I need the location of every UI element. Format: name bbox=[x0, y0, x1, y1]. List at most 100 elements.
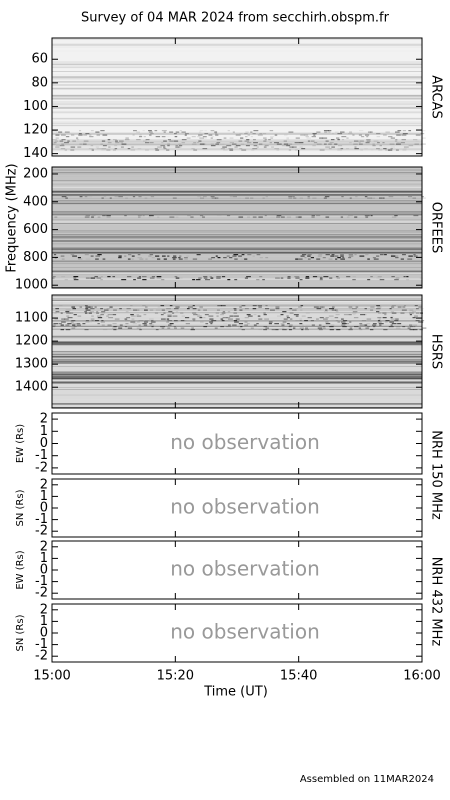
texture-dot bbox=[264, 318, 270, 320]
y-tick-label: 0 bbox=[40, 563, 48, 578]
texture-dot bbox=[342, 320, 348, 322]
texture-dot bbox=[256, 323, 259, 325]
texture-dot bbox=[180, 312, 184, 314]
texture-dot bbox=[395, 131, 400, 133]
texture-dot bbox=[178, 138, 181, 139]
texture-dot bbox=[163, 148, 167, 150]
texture-dot bbox=[156, 276, 162, 278]
texture-dot bbox=[247, 134, 251, 136]
y-tick-label: -1 bbox=[35, 448, 48, 463]
texture-dot bbox=[420, 130, 426, 132]
texture-dot bbox=[286, 137, 289, 139]
texture-dot bbox=[100, 314, 104, 316]
texture-dot bbox=[179, 255, 182, 257]
texture-dot bbox=[174, 327, 177, 329]
texture-dot bbox=[331, 319, 335, 320]
texture-dot bbox=[79, 143, 83, 145]
texture-dot bbox=[263, 329, 268, 331]
texture-dot bbox=[60, 255, 65, 257]
texture-dot bbox=[220, 144, 224, 145]
texture-dot bbox=[288, 326, 292, 328]
texture-dot bbox=[367, 279, 371, 281]
y-tick-label: 1 bbox=[40, 551, 48, 566]
texture-dot bbox=[390, 146, 396, 148]
texture-dot bbox=[61, 318, 66, 320]
y-tick-label: 200 bbox=[23, 166, 48, 181]
texture-dot bbox=[136, 139, 141, 141]
texture-dot bbox=[85, 133, 90, 135]
texture-dot bbox=[143, 324, 148, 326]
texture-dot bbox=[83, 140, 89, 142]
texture-dot bbox=[415, 308, 419, 310]
texture-dot bbox=[244, 324, 249, 326]
texture-dot bbox=[172, 257, 177, 259]
texture-dot bbox=[173, 320, 178, 322]
y-tick-label: 1 bbox=[40, 614, 48, 629]
texture-dot bbox=[390, 311, 395, 313]
texture-dot bbox=[65, 311, 70, 313]
texture-dot bbox=[90, 277, 96, 279]
texture-dot bbox=[282, 329, 287, 331]
texture-dot bbox=[300, 309, 303, 311]
texture-dot bbox=[163, 140, 167, 142]
texture-dot bbox=[91, 149, 94, 151]
texture-dot bbox=[331, 133, 335, 135]
texture-dot bbox=[114, 318, 120, 320]
texture-dot bbox=[85, 309, 91, 311]
texture-dot bbox=[172, 312, 175, 314]
texture-dot bbox=[301, 148, 306, 150]
texture-dot bbox=[89, 306, 93, 308]
texture-dot bbox=[77, 315, 82, 317]
texture-dot bbox=[190, 329, 195, 331]
texture-dot bbox=[101, 324, 105, 326]
texture-dot bbox=[216, 315, 219, 317]
texture-dot bbox=[156, 277, 162, 279]
texture-dot bbox=[143, 321, 148, 323]
texture-dot bbox=[352, 311, 358, 313]
texture-dot bbox=[373, 326, 376, 328]
texture-dot bbox=[319, 320, 323, 321]
texture-dot bbox=[316, 258, 321, 260]
texture-dot bbox=[292, 327, 296, 329]
y-tick-label: 140 bbox=[23, 146, 48, 161]
texture-dot bbox=[72, 308, 77, 310]
texture-dot bbox=[276, 149, 280, 151]
texture-dot bbox=[142, 276, 147, 278]
texture-dot bbox=[163, 146, 166, 148]
texture-dot bbox=[137, 215, 142, 217]
texture-dot bbox=[55, 279, 59, 280]
texture-dot bbox=[395, 327, 401, 329]
texture-dot bbox=[244, 308, 249, 310]
texture-dot bbox=[418, 321, 424, 323]
texture-dot bbox=[114, 148, 118, 150]
texture-dot bbox=[228, 148, 233, 150]
texture-dot bbox=[283, 134, 288, 136]
texture-dot bbox=[328, 130, 332, 132]
y-tick-label: 2 bbox=[40, 602, 48, 617]
texture-dot bbox=[346, 216, 350, 218]
texture-dot bbox=[166, 136, 169, 137]
texture-dot bbox=[131, 318, 135, 320]
texture-dot bbox=[107, 314, 113, 316]
texture-dot bbox=[409, 329, 415, 331]
texture-dot bbox=[396, 142, 400, 144]
texture-dot bbox=[215, 134, 219, 136]
texture-dot bbox=[265, 327, 269, 329]
texture-dot bbox=[226, 145, 232, 147]
texture-dot bbox=[77, 257, 81, 259]
texture-dot bbox=[258, 143, 263, 145]
no-observation: no observation bbox=[170, 430, 320, 454]
texture-dot bbox=[119, 140, 124, 142]
texture-dot bbox=[385, 131, 390, 133]
texture-dot bbox=[238, 327, 242, 329]
texture-dot bbox=[263, 314, 267, 316]
texture-dot bbox=[353, 317, 359, 319]
texture-dot bbox=[275, 277, 280, 279]
texture-dot bbox=[329, 329, 334, 331]
texture-dot bbox=[53, 254, 57, 256]
texture-dot bbox=[89, 322, 91, 323]
texture-dot bbox=[197, 309, 201, 311]
texture-dot bbox=[84, 311, 87, 313]
texture-dot bbox=[130, 321, 136, 323]
texture-dot bbox=[55, 134, 60, 136]
